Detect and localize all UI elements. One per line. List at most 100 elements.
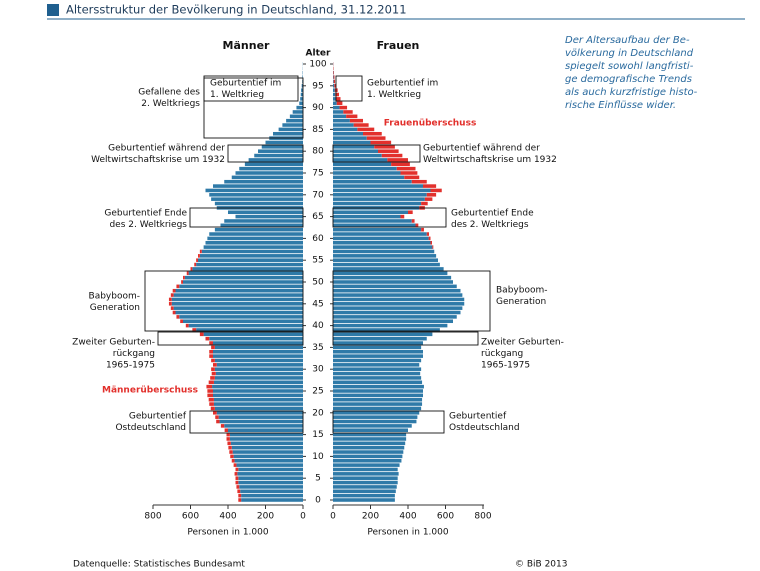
x-tick-label: 0 xyxy=(300,512,306,522)
y-tick-label: 10 xyxy=(312,452,324,462)
age-axis-title: Alter xyxy=(306,49,331,59)
bar xyxy=(333,267,444,271)
bar xyxy=(333,232,427,236)
y-tick-label: 0 xyxy=(315,496,321,506)
annotation-text: Geburtentief während der xyxy=(108,144,225,154)
bar xyxy=(370,140,392,145)
y-tick-label: 80 xyxy=(312,147,324,157)
source: Datenquelle: Statistisches Bundesamt xyxy=(73,560,245,570)
y-tick-label: 15 xyxy=(312,430,323,440)
y-tick-label: 45 xyxy=(312,299,323,309)
bar xyxy=(239,166,303,171)
side-note: völkerung in Deutschland xyxy=(565,48,694,59)
bar xyxy=(333,245,433,249)
bar xyxy=(180,319,183,324)
bar xyxy=(333,240,431,245)
bar xyxy=(333,424,412,428)
y-tick-label: 5 xyxy=(315,474,321,484)
annotation-text: des 2. Weltkriegs xyxy=(451,220,529,230)
bar xyxy=(176,284,180,289)
bar xyxy=(215,371,303,376)
bar xyxy=(333,411,420,415)
bar xyxy=(273,131,303,136)
bar xyxy=(228,445,232,450)
bar xyxy=(214,367,303,371)
annotation-text: Geburtentief Ende xyxy=(451,209,534,219)
annotation-box xyxy=(332,270,491,332)
bar xyxy=(205,188,303,193)
side-note: rische Einflüsse wider. xyxy=(565,100,676,111)
bar xyxy=(333,145,375,149)
y-tick-label: 70 xyxy=(312,190,324,200)
x-tick-label: 800 xyxy=(474,512,491,522)
bar xyxy=(363,131,382,136)
bar xyxy=(333,402,423,406)
bar xyxy=(214,376,303,380)
bar xyxy=(173,306,303,310)
bar xyxy=(333,75,334,79)
bar xyxy=(265,140,303,145)
bar xyxy=(214,406,303,411)
bar xyxy=(229,432,303,437)
bar xyxy=(343,110,353,114)
bar xyxy=(296,105,303,110)
bar xyxy=(333,118,350,123)
women-surplus-label: Frauenüberschuss xyxy=(384,119,477,129)
bar xyxy=(207,393,213,398)
bar xyxy=(333,376,422,380)
bar xyxy=(333,179,412,184)
bar xyxy=(186,271,189,276)
bar xyxy=(357,127,375,132)
annotation-text: Geburtentief während der xyxy=(423,144,540,154)
bar xyxy=(387,158,408,162)
bar xyxy=(213,393,303,398)
bar xyxy=(216,411,303,415)
bar xyxy=(209,341,213,345)
bar xyxy=(224,428,228,433)
bar xyxy=(346,114,358,119)
bar xyxy=(238,498,242,502)
bar xyxy=(168,297,172,302)
bar xyxy=(334,84,337,88)
bar xyxy=(171,302,303,306)
bar xyxy=(172,310,176,315)
annotation-box xyxy=(203,77,304,139)
bar xyxy=(333,345,422,350)
bar xyxy=(333,472,399,476)
y-tick-label: 95 xyxy=(312,81,323,91)
side-note: Der Altersaufbau der Be- xyxy=(565,35,690,46)
bar xyxy=(170,293,174,297)
bar xyxy=(239,485,303,489)
bar xyxy=(333,171,401,175)
bar xyxy=(333,70,334,75)
bar xyxy=(241,493,303,498)
bar xyxy=(300,97,303,101)
bar xyxy=(333,363,420,367)
bar xyxy=(235,214,303,219)
bar xyxy=(208,380,214,385)
bar xyxy=(333,158,388,162)
bar xyxy=(224,219,303,223)
y-tick-label: 75 xyxy=(312,169,323,179)
x-tick-label: 400 xyxy=(399,512,416,522)
bar xyxy=(201,249,303,254)
bar xyxy=(333,432,407,437)
bar xyxy=(211,197,303,201)
bar xyxy=(234,458,303,463)
bar xyxy=(333,236,429,241)
bar xyxy=(353,123,369,127)
bar xyxy=(333,467,398,472)
annotation-box xyxy=(144,270,304,332)
bar xyxy=(226,437,230,441)
bar xyxy=(175,310,303,315)
bar xyxy=(214,201,303,206)
bar xyxy=(333,193,427,197)
bar xyxy=(235,480,239,485)
bar xyxy=(220,424,225,428)
bar xyxy=(333,184,423,188)
y-tick-label: 35 xyxy=(312,343,323,353)
bar xyxy=(430,240,432,245)
bar xyxy=(411,219,415,223)
bar xyxy=(333,131,363,136)
bar xyxy=(213,349,303,354)
